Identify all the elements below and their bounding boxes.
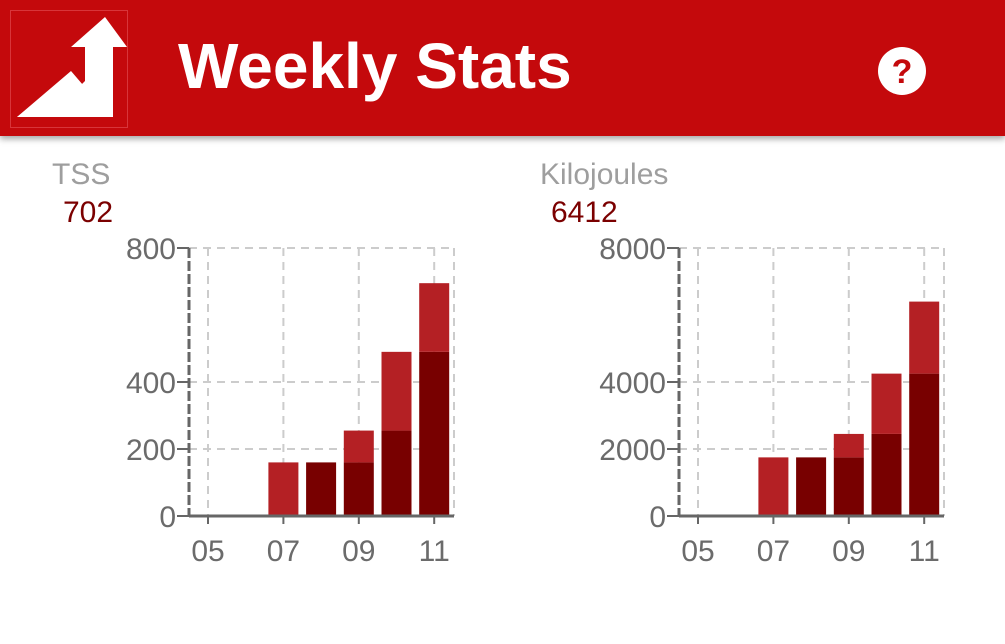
y-tick-label: 0	[649, 501, 666, 534]
app-header: Weekly Stats ?	[0, 0, 1005, 136]
x-tick-label: 09	[832, 535, 865, 568]
x-tick-label: 11	[909, 535, 940, 568]
x-tick-label: 07	[267, 535, 300, 568]
bar-segment	[796, 457, 827, 516]
x-tick-label: 09	[342, 535, 375, 568]
x-tick-label: 11	[419, 535, 450, 568]
x-tick-label: 07	[757, 535, 790, 568]
bar-segment	[343, 430, 374, 463]
kilojoules-panel: Kilojoules 6412 0 2000 4000 8000 05 07 09 11	[490, 150, 960, 600]
bar-segment	[419, 283, 450, 352]
y-tick-label: 200	[126, 434, 176, 467]
bar-segment	[381, 351, 412, 431]
page-title: Weekly Stats	[178, 30, 572, 102]
bar-segment	[758, 457, 789, 516]
y-tick-label: 400	[126, 367, 176, 400]
svg-text:?: ?	[892, 53, 913, 91]
bar-segment	[419, 351, 450, 516]
bar-segment	[871, 433, 902, 516]
bar-segment	[871, 373, 902, 434]
tss-panel: TSS 702 0 200 400 800 05 07 09 11	[0, 150, 470, 600]
y-tick-label: 4000	[599, 367, 666, 400]
y-tick-label: 8000	[599, 233, 666, 266]
bar-segment	[268, 462, 299, 516]
kilojoules-chart: 0 2000 4000 8000 05 07 09 11	[599, 233, 945, 568]
bar-segment	[343, 462, 374, 516]
y-tick-label: 0	[159, 501, 176, 534]
bar-segment	[833, 433, 864, 458]
x-tick-label: 05	[191, 535, 224, 568]
x-tick-label: 05	[681, 535, 714, 568]
question-mark-icon[interactable]: ?	[877, 46, 927, 96]
bar-segment	[306, 462, 337, 516]
tss-label: TSS	[52, 158, 111, 191]
bar-segment	[381, 430, 412, 516]
bar-segment	[833, 457, 864, 516]
bar-segment	[909, 373, 940, 516]
trend-up-arrow-icon[interactable]	[10, 10, 128, 128]
y-tick-label: 2000	[599, 434, 666, 467]
y-tick-label: 800	[126, 233, 176, 266]
kilojoules-label: Kilojoules	[540, 158, 669, 191]
kilojoules-value: 6412	[551, 196, 618, 229]
tss-value: 702	[63, 196, 114, 229]
tss-chart: 0 200 400 800 05 07 09 11	[126, 233, 455, 568]
bar-segment	[909, 301, 940, 374]
